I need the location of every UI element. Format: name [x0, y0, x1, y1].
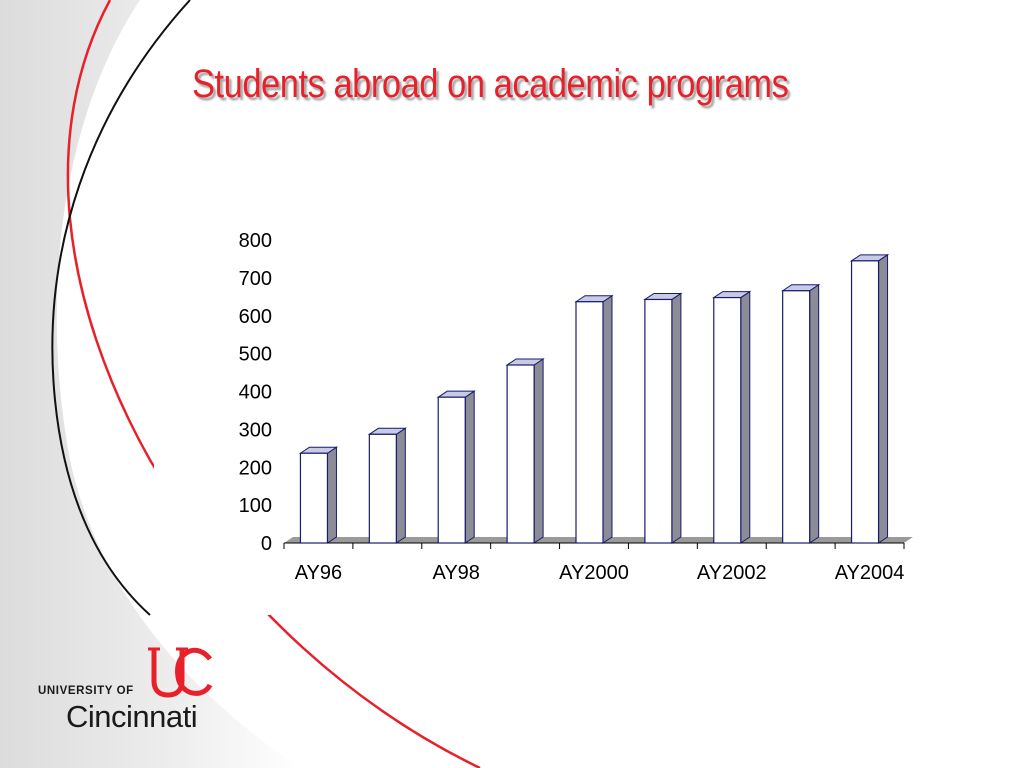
gray-swoosh-band: [0, 0, 300, 768]
y-tick-label: 100: [239, 495, 272, 517]
slide-title: Students abroad on academic programs: [192, 62, 789, 106]
bar-side: [326, 446, 337, 544]
y-tick-label: 200: [239, 457, 272, 479]
bar: [644, 298, 673, 544]
bar-side: [878, 253, 889, 544]
bar-side: [395, 427, 406, 544]
bar: [368, 433, 397, 544]
bar: [506, 364, 535, 544]
y-tick-label: 600: [239, 306, 272, 328]
bar-side: [602, 294, 613, 544]
x-tick-label: AY96: [295, 562, 342, 584]
black-swoosh-curve: [51, 0, 191, 616]
y-tick-label: 700: [239, 268, 272, 290]
bar: [850, 260, 880, 544]
bar: [713, 296, 742, 544]
y-tick-label: 500: [239, 344, 272, 366]
y-tick-label: 800: [239, 230, 272, 252]
bar: [437, 396, 466, 544]
bar-side: [740, 290, 751, 544]
bar: [575, 301, 604, 544]
bar: [782, 290, 811, 544]
bar-side: [809, 283, 820, 544]
x-tick-label: AY2002: [697, 562, 767, 584]
university-logo: UNIVERSITY OF Cincinnati: [38, 645, 238, 735]
y-tick-label: 400: [239, 382, 272, 404]
bar-side: [533, 358, 544, 544]
logo-cincinnati: Cincinnati: [66, 699, 198, 734]
x-tick-label: AY2000: [559, 562, 629, 584]
bar-chart: 0 100 200 300 400 500 600 700 800 AY96 AY98 AY2000 A…: [239, 230, 913, 584]
x-tick-label: AY2004: [835, 562, 905, 584]
bar: [299, 452, 329, 544]
y-tick-label: 300: [239, 419, 272, 441]
red-swoosh-curve: [66, 0, 481, 768]
uc-logo-icon: [148, 647, 213, 698]
y-tick-label: 0: [261, 533, 272, 555]
bar-side: [671, 292, 682, 544]
logo-university-of: UNIVERSITY OF: [38, 685, 134, 697]
bar-side: [464, 390, 475, 544]
chart-panel: 0 100 200 300 400 500 600 700 800 AY96 AY98 AY2000 A…: [154, 205, 929, 615]
x-tick-label: AY98: [432, 562, 479, 584]
